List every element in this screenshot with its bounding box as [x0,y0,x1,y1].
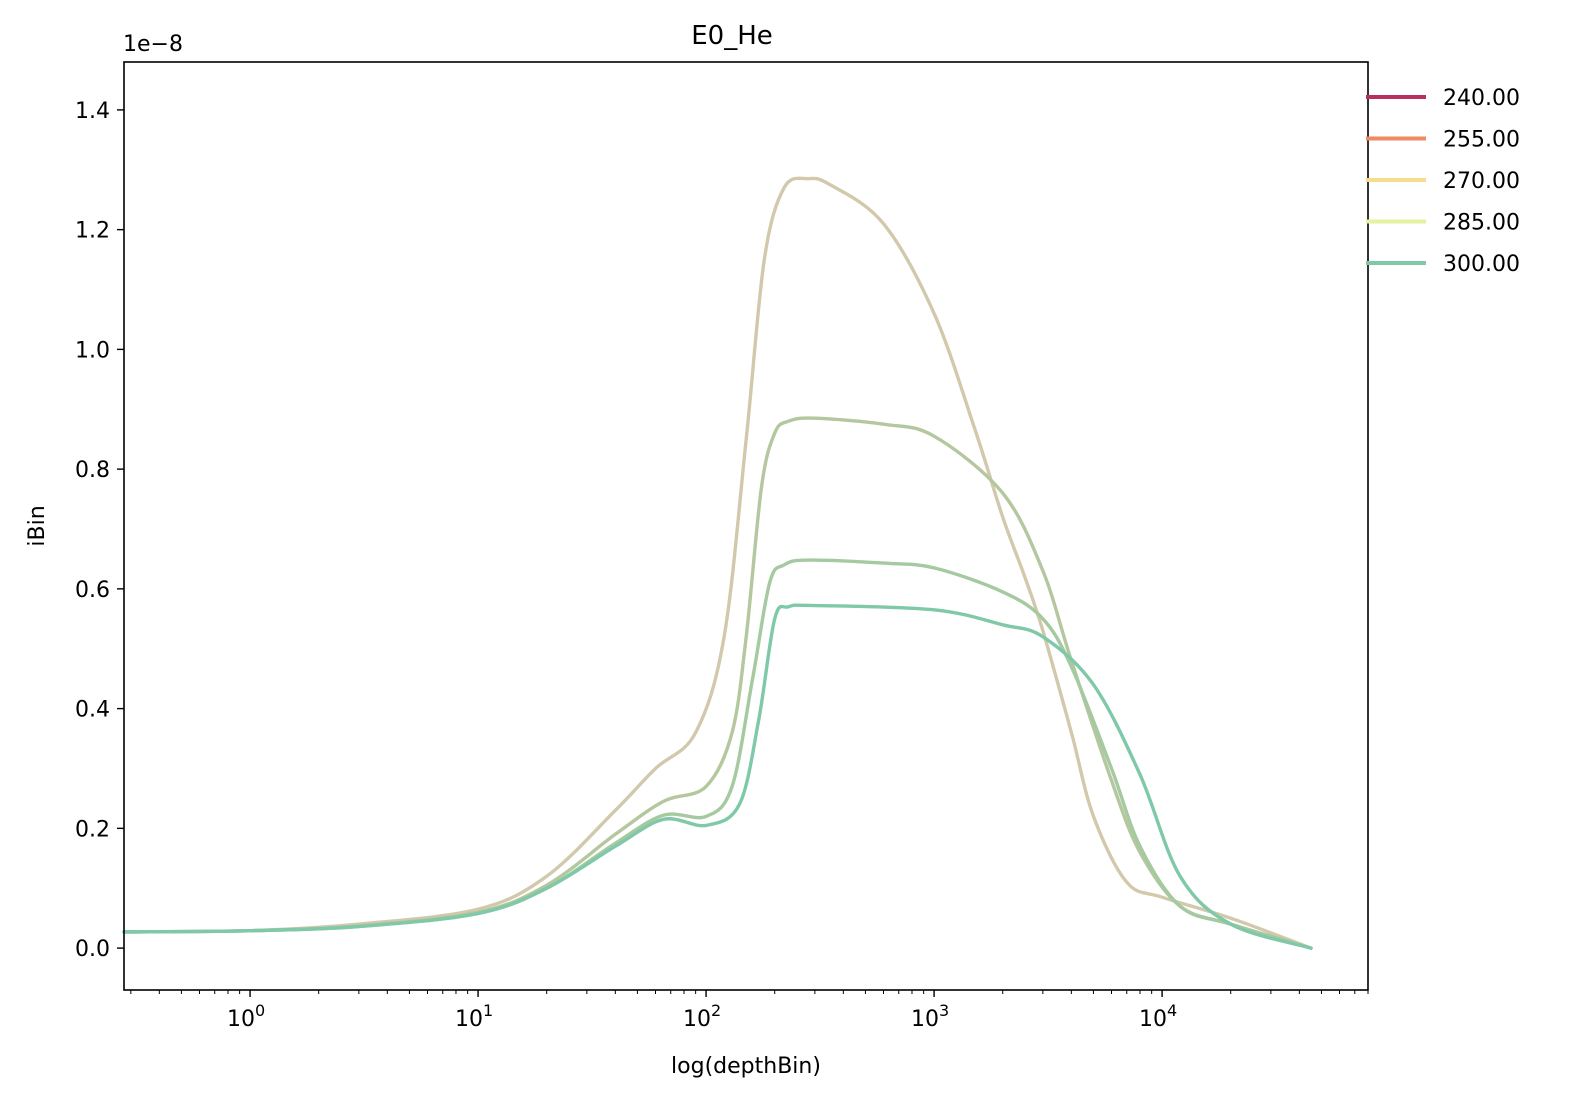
plot-area [122,176,1313,950]
x-tick-label: 101 [455,1001,493,1032]
y-tick-label: 1.4 [75,99,110,124]
x-axis-label: log(depthBin) [671,1054,821,1079]
plot-frame [123,61,1369,991]
x-tick-label: 100 [227,1001,265,1032]
overlapped-series-line [122,176,1313,950]
x-tick-label: 102 [683,1001,721,1032]
y-tick-label: 1.0 [75,338,110,363]
legend: 240.00 255.00 270.00 285.00 300.00 [1366,86,1520,277]
overlapped-series-line [122,416,1313,950]
y-tick-label: 0.0 [75,937,110,962]
y-tick-label: 0.6 [75,578,110,603]
y-tick-label: 0.2 [75,817,110,842]
legend-label: 255.00 [1443,128,1520,153]
x-tick-label: 104 [1139,1001,1177,1032]
y-axis-label: iBin [25,505,50,546]
legend-label: 270.00 [1443,169,1520,194]
series-line [122,603,1313,950]
legend-label: 285.00 [1443,211,1520,236]
x-axis: 100 101 102 103 104 [130,990,1369,1032]
y-tick-label: 0.4 [75,698,110,723]
x-tick-label: 103 [911,1001,949,1032]
legend-label: 240.00 [1443,86,1520,111]
y-axis: 0.0 0.2 0.4 0.6 0.8 1.0 1.2 1.4 [75,99,124,962]
chart-title: E0_He [691,21,773,51]
y-offset-text: 1e−8 [123,32,183,57]
y-tick-label: 0.8 [75,458,110,483]
y-tick-label: 1.2 [75,219,110,244]
legend-label: 300.00 [1443,252,1520,277]
